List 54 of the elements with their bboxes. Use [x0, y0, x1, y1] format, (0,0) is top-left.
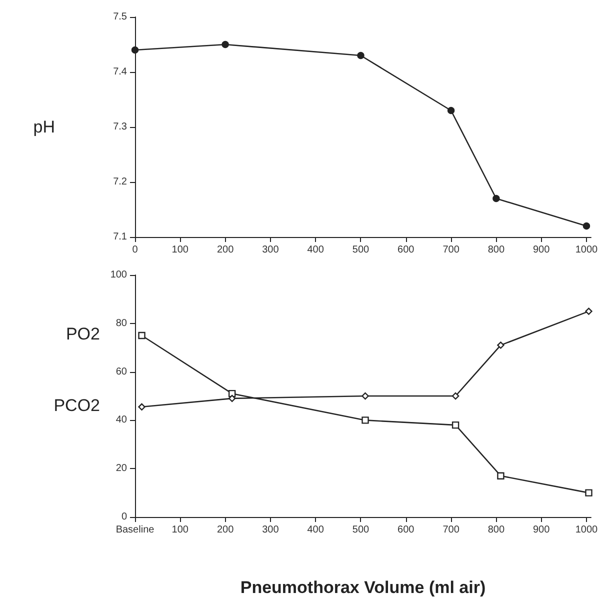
y-tick-label: 100	[110, 270, 128, 280]
x-tick-label: 500	[352, 524, 370, 536]
point	[447, 106, 455, 114]
x-tick-label: 300	[262, 524, 280, 536]
x-tick-label: 800	[488, 524, 505, 536]
x-tick-label: 200	[216, 244, 234, 256]
point	[362, 392, 369, 400]
x-tick-label: 900	[532, 244, 550, 256]
point	[357, 52, 364, 60]
y-tick-label: 0	[121, 512, 128, 522]
text: PO2	[66, 324, 100, 344]
x-tick-label: 1000	[575, 244, 598, 256]
point	[222, 40, 229, 48]
point	[582, 222, 590, 230]
x-tick-label: 100	[172, 244, 189, 256]
point	[492, 194, 500, 202]
x-tick-label: 200	[216, 524, 234, 536]
point	[131, 46, 139, 54]
point	[497, 472, 504, 480]
point	[452, 421, 460, 429]
x-tick-label: 500	[352, 244, 370, 256]
point	[585, 308, 592, 315]
y-axis-title: pH	[33, 118, 55, 136]
text: PCO2	[54, 396, 100, 415]
point	[497, 342, 504, 349]
x-tick-label: 0	[132, 244, 138, 256]
x-axis-title: Pneumothorax Volume (ml air)	[240, 578, 486, 597]
x-tick-label: 600	[398, 244, 415, 256]
x-tick-label: 800	[488, 244, 505, 256]
y-tick-label: 7.4	[113, 66, 128, 78]
point	[138, 332, 146, 340]
x-tick-label: 400	[307, 524, 324, 536]
y-tick-label: 60	[116, 366, 128, 378]
y-tick-label: 40	[116, 414, 128, 426]
y-tick-label: 7.2	[113, 176, 128, 188]
point	[452, 392, 460, 400]
point	[228, 394, 236, 402]
x-tick-label: 600	[398, 524, 415, 536]
x-tick-label: Baseline	[116, 524, 155, 536]
x-tick-label: 900	[532, 524, 550, 536]
x-tick-label: 700	[442, 244, 460, 256]
point	[585, 489, 592, 496]
y-tick-label: 80	[116, 318, 128, 329]
x-tick-label: 100	[172, 524, 189, 536]
y-tick-label: 20	[116, 463, 128, 474]
point	[138, 403, 146, 410]
x-tick-label: 300	[262, 244, 280, 256]
x-tick-label: 700	[442, 524, 460, 536]
y-tick-label: 7.1	[113, 232, 128, 242]
point	[362, 416, 369, 424]
y-tick-label: 7.5	[113, 12, 128, 22]
y-tick-label: 7.3	[113, 122, 128, 132]
x-tick-label: 1000	[575, 524, 598, 536]
x-tick-label: 400	[307, 244, 324, 256]
